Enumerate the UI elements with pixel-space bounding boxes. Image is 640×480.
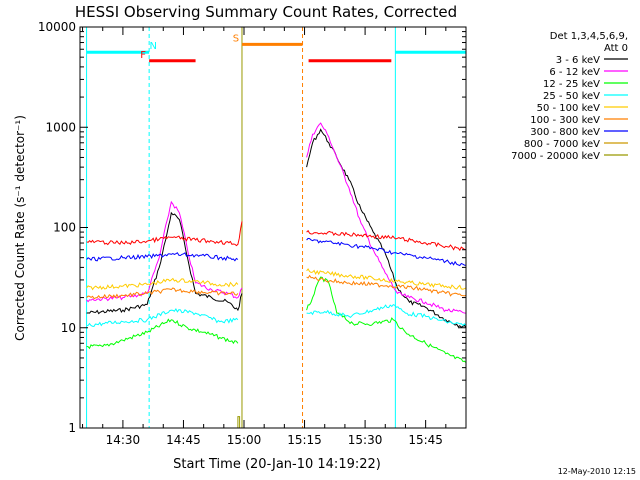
y-tick-label: 100: [53, 221, 76, 235]
series-line-7: [86, 237, 467, 267]
series-line-5: [86, 268, 467, 291]
y-tick-label: 10: [61, 321, 76, 335]
series-line-3: [86, 276, 467, 363]
chart-title: HESSI Observing Summary Count Rates, Cor…: [75, 3, 457, 21]
date-stamp: 12-May-2010 12:15: [558, 467, 636, 476]
data-layer: NF S: [86, 27, 467, 428]
x-tick-label: 15:45: [408, 433, 443, 447]
series-line-6: [86, 274, 467, 300]
series-line-9: [237, 416, 241, 428]
legend-label: 3 - 6 keV: [556, 55, 600, 66]
x-axis-label: Start Time (20-Jan-10 14:19:22): [173, 457, 381, 472]
plot-frame: [79, 26, 467, 429]
x-tick-label: 15:15: [287, 433, 322, 447]
legend-label: 6 - 12 keV: [549, 67, 600, 78]
y-tick-label: 1: [68, 421, 76, 435]
legend-label: 800 - 7000 keV: [524, 139, 600, 150]
axes-layer: 1 10 100 1000 10000 14:30 14:45 15:00 15:15 15:30…: [38, 20, 467, 447]
legend-header-line1: Det 1,3,4,5,6,9,: [550, 31, 628, 42]
flag-label-f: F: [140, 50, 146, 61]
x-tick-label: 14:30: [106, 433, 141, 447]
legend-label: 50 - 100 keV: [537, 103, 601, 114]
legend-label: 100 - 300 keV: [530, 115, 600, 126]
legend-label: 7000 - 20000 keV: [511, 151, 600, 162]
y-tick-label: 10000: [38, 20, 76, 34]
legend-label: 300 - 800 keV: [530, 127, 600, 138]
flag-label-n: N: [149, 41, 156, 52]
legend-label: 12 - 25 keV: [543, 79, 600, 90]
legend-label: 25 - 50 keV: [543, 91, 600, 102]
y-axis-label: Corrected Count Rate (s⁻¹ detector⁻¹): [13, 115, 27, 341]
series-line-2: [86, 122, 467, 314]
y-tick-label: 1000: [45, 120, 76, 134]
flag-label-s: S: [233, 33, 239, 44]
x-tick-label: 14:45: [166, 433, 201, 447]
series-line-4: [86, 303, 467, 328]
series-line-1: [86, 128, 467, 329]
x-tick-label: 15:30: [348, 433, 383, 447]
series-line-10: [86, 221, 467, 252]
x-tick-label: 15:00: [227, 433, 262, 447]
legend-header-line2: Att 0: [604, 43, 628, 54]
